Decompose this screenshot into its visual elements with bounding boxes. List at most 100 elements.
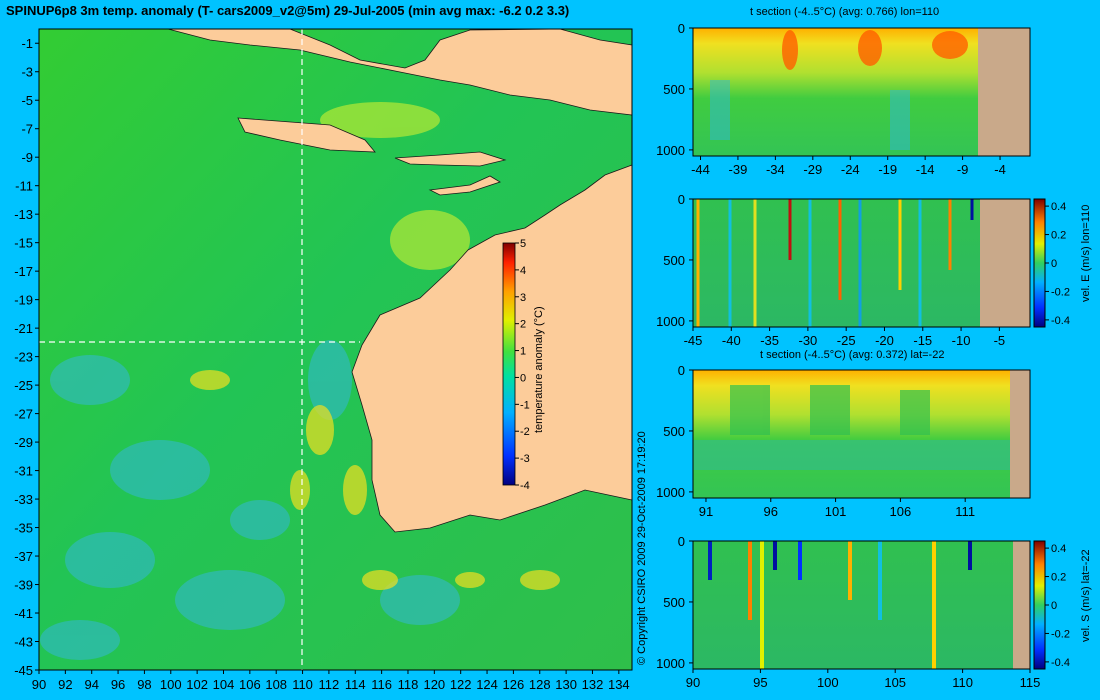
map-y-tick-label: -9 [21,150,33,165]
section-x-tick-label: -4 [994,162,1006,177]
section-y-tick-label: 500 [663,424,685,439]
map-x-tick-label: 134 [608,677,630,692]
section-x-tick-label: -10 [952,333,971,348]
map-x-tick-label: 122 [450,677,472,692]
map-y-tick-label: -25 [14,378,33,393]
section-y-tick-label: 500 [663,253,685,268]
section-y-tick-label: 0 [678,192,685,207]
map-y-tick-label: -35 [14,521,33,536]
section-x-tick-label: 95 [753,675,767,690]
section-colorbar-tick-label: -0.2 [1051,286,1070,298]
section-y-tick-label: 500 [663,595,685,610]
section-colorbar-tick-label: 0.2 [1051,230,1066,242]
section-colorbar-tick-label: 0.4 [1051,201,1066,213]
map-y-tick-label: -17 [14,264,33,279]
map-x-tick-label: 110 [292,677,313,692]
section-y-tick-label: 0 [678,21,685,36]
section-x-tick-label: -24 [841,162,860,177]
map-y-tick-label: -1 [21,36,33,51]
section2-plot [692,198,1046,328]
map-colorbar-tick-label: 4 [520,265,526,277]
map-colorbar-tick-label: 1 [520,346,526,358]
map-colorbar-tick-label: 5 [520,238,526,250]
section-y-tick-label: 1000 [656,314,685,329]
section-x-tick-label: -25 [837,333,856,348]
section-x-tick-label: -19 [878,162,897,177]
map-colorbar-tick-label: 2 [520,319,526,331]
map-y-tick-label: -21 [14,321,33,336]
section3-title: t section (-4..5°C) (avg: 0.372) lat=-22 [760,349,945,361]
map-y-tick-label: -11 [15,179,33,194]
section-x-tick-label: -40 [722,333,741,348]
section-x-tick-label: 110 [952,675,973,690]
section1-plot [692,27,1031,157]
map-cool-patches [40,340,460,660]
map-x-tick-label: 102 [186,677,208,692]
section-colorbar-tick-label: -0.4 [1051,657,1070,669]
section-x-tick-label: -35 [760,333,779,348]
map-x-tick-label: 96 [111,677,125,692]
map-y-tick-label: -37 [14,549,33,564]
map-colorbar-tick-label: -1 [520,399,530,411]
map-y-tick-label: -15 [14,236,33,251]
map-x-tick-label: 116 [371,677,392,692]
section2-colorbar-label: vel. E (m/s) lon=110 [1080,204,1092,302]
section-colorbar-tick-label: -0.2 [1051,628,1070,640]
section-y-tick-label: 1000 [656,656,685,671]
map-x-tick-label: 114 [345,677,366,692]
section4-colorbar-label: vel. S (m/s) lat=-22 [1080,549,1092,642]
section-x-tick-label: 106 [890,504,912,519]
map-colorbar-label: temperature anomaly (°C) [533,306,545,433]
section-x-tick-label: 90 [686,675,700,690]
section-colorbar-tick-label: 0 [1051,258,1057,270]
section-x-tick-label: 111 [955,504,975,519]
section-x-tick-label: 96 [764,504,778,519]
map-y-tick-label: -27 [14,407,33,422]
map-x-tick-label: 112 [319,677,340,692]
section-x-tick-label: -20 [875,333,894,348]
section-colorbar-tick-label: 0.2 [1051,572,1066,584]
map-y-tick-label: -43 [14,635,33,650]
section-y-tick-label: 500 [663,82,685,97]
section-x-tick-label: -15 [913,333,932,348]
section-y-tick-label: 0 [678,534,685,549]
map-y-tick-label: -19 [14,293,33,308]
copyright-text: © Copyright CSIRO 2009 29-Oct-2009 17:19… [636,431,648,665]
section-x-tick-label: 91 [699,504,713,519]
map-colorbar-tick-label: 0 [520,372,526,384]
section-x-tick-label: 100 [817,675,839,690]
section-x-tick-label: 115 [1020,675,1041,690]
map-y-tick-label: -5 [21,93,33,108]
map-colorbar-tick-label: -2 [520,426,530,438]
map-colorbar [502,242,516,486]
section-x-tick-label: -29 [803,162,822,177]
map-y-tick-label: -33 [14,492,33,507]
map-colorbar-tick-label: -3 [520,453,530,465]
map-x-tick-label: 94 [84,677,98,692]
section-x-tick-label: -44 [691,162,710,177]
section-x-tick-label: -9 [957,162,969,177]
section-x-tick-label: 105 [884,675,906,690]
map-x-tick-label: 92 [58,677,72,692]
map-x-tick-label: 120 [423,677,445,692]
map-x-tick-label: 130 [555,677,577,692]
map-x-tick-label: 108 [265,677,287,692]
section-x-tick-label: -14 [916,162,935,177]
map-y-tick-label: -41 [14,606,33,621]
map-x-tick-label: 128 [529,677,551,692]
section-colorbar-tick-label: -0.4 [1051,315,1070,327]
map-x-tick-label: 100 [160,677,182,692]
map-x-tick-label: 98 [137,677,151,692]
map-x-tick-label: 132 [582,677,604,692]
section-y-tick-label: 1000 [656,143,685,158]
map-y-tick-label: -39 [14,578,33,593]
map-colorbar-tick-label: -4 [520,480,530,492]
map-colorbar-tick-label: 3 [520,292,526,304]
section-x-tick-label: -39 [729,162,748,177]
map-x-tick-label: 124 [476,677,498,692]
section-x-tick-label: 101 [825,504,847,519]
main-title: SPINUP6p8 3m temp. anomaly (T- cars2009_… [6,3,570,18]
map-x-tick-label: 118 [398,677,419,692]
map-x-tick-label: 126 [503,677,525,692]
